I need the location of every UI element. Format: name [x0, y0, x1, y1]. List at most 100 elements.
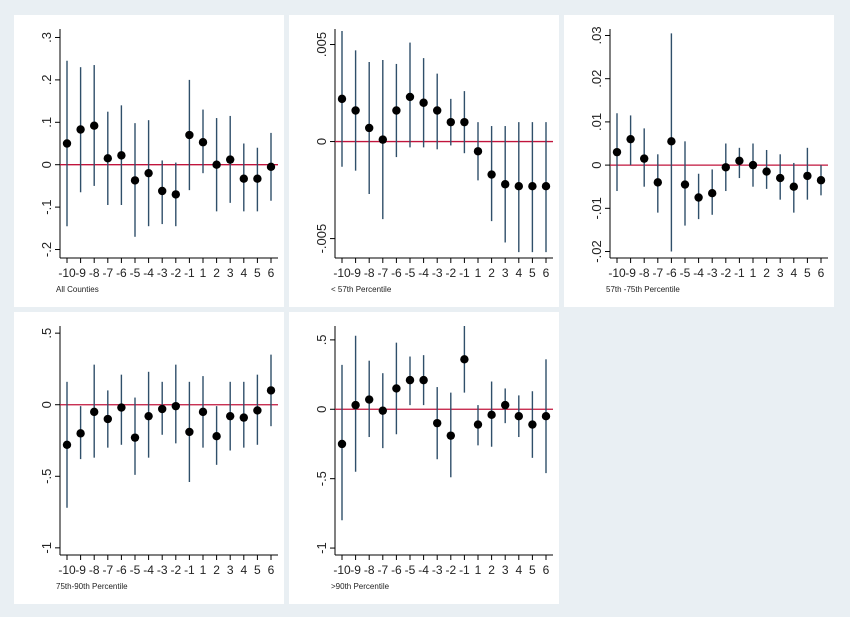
x-tick-label: 4: [240, 563, 247, 577]
x-tick-label: 1: [750, 266, 757, 280]
x-tick-label: -3: [432, 266, 443, 280]
x-tick-label: -3: [432, 563, 443, 577]
y-tick-label: 0: [589, 161, 604, 168]
x-tick-label: -5: [130, 266, 141, 280]
y-tick-label: -.5: [39, 469, 54, 484]
y-tick-label: -.1: [39, 200, 54, 215]
y-tick-label: -.5: [314, 471, 329, 486]
y-tick-label: -1: [314, 542, 329, 554]
point-estimate: [337, 94, 347, 104]
x-tick-label: -2: [445, 563, 456, 577]
point-estimate: [721, 163, 730, 172]
point-estimate: [514, 181, 523, 191]
point-estimate: [185, 130, 194, 140]
x-tick-label: -7: [377, 266, 388, 280]
point-estimate: [130, 433, 140, 442]
panel-caption: 75th-90th Percentile: [56, 582, 128, 591]
x-tick-label: -6: [116, 563, 127, 577]
point-estimate: [378, 406, 387, 415]
x-tick-label: 3: [502, 266, 509, 280]
x-tick-label: -4: [143, 266, 154, 280]
x-tick-label: 4: [515, 563, 522, 577]
x-tick-label: -10: [333, 563, 351, 577]
point-estimate: [612, 147, 622, 157]
x-tick-label: 6: [543, 563, 550, 577]
x-tick-label: -7: [652, 266, 663, 280]
x-tick-label: 6: [818, 266, 825, 280]
chart-panel-57th-75th: -.02 -.01 0 .01 .02 .03 -10 -9 -8 -7 -6 -5 -4 -3 -2 -1 1…: [564, 15, 834, 307]
x-tick-label: 3: [777, 266, 784, 280]
x-tick-label: -5: [405, 563, 416, 577]
x-tick-label: -8: [89, 266, 100, 280]
x-tick-label: -2: [445, 266, 456, 280]
x-tick-label: -10: [608, 266, 626, 280]
y-tick-label: 0: [39, 401, 54, 408]
point-estimate: [171, 190, 180, 199]
x-tick-label: 1: [475, 563, 482, 577]
chart-panel-75th-90th: -1 -.5 0.5 -10 -9 -8 -7 -6 -5 -4 -3 -2 -1 1 2 3 4 5 6 75th-…: [14, 312, 284, 604]
y-tick-label: 0: [39, 161, 54, 168]
y-tick-label: .5: [314, 334, 329, 345]
point-estimate: [226, 155, 235, 164]
y-tick-label: .02: [589, 70, 604, 88]
point-estimate: [433, 418, 442, 428]
point-estimate: [708, 188, 717, 198]
point-estimate: [171, 401, 180, 411]
x-tick-label: -7: [102, 266, 113, 280]
x-tick-label: 2: [488, 266, 495, 280]
x-tick-label: -5: [130, 563, 141, 577]
point-estimate: [90, 407, 99, 417]
point-estimate: [776, 173, 785, 183]
y-tick-label: .3: [39, 32, 54, 43]
panel-caption: 57th -75th Percentile: [606, 285, 680, 294]
x-tick-label: -7: [377, 563, 388, 577]
x-tick-label: -9: [350, 266, 361, 280]
point-estimate: [501, 400, 510, 410]
point-estimate: [541, 412, 551, 421]
y-tick-label: 0: [314, 406, 329, 413]
x-tick-label: -9: [75, 563, 86, 577]
point-estimate: [667, 137, 676, 146]
x-tick-label: 2: [763, 266, 770, 280]
point-estimate: [680, 180, 690, 189]
point-estimate: [117, 403, 126, 412]
x-tick-label: -9: [350, 563, 361, 577]
x-tick-label: -10: [333, 266, 351, 280]
x-tick-label: -3: [157, 266, 168, 280]
x-tick-label: -1: [459, 563, 470, 577]
x-tick-label: -1: [734, 266, 745, 280]
y-tick-label: .03: [589, 26, 604, 44]
x-tick-label: 3: [502, 563, 509, 577]
point-estimate: [816, 176, 826, 185]
point-estimate: [144, 411, 153, 421]
point-estimate: [90, 121, 99, 130]
point-estimate: [212, 432, 221, 441]
point-estimate: [392, 384, 401, 393]
point-estimate: [487, 170, 496, 179]
chart-panel-all-counties: -.2 -.1 0 .1 .2 .3 -10 -9 -8 -7 -6 -5 -4 -3 -2 -1 1 2 3 4 5 6…: [14, 15, 284, 307]
point-estimate: [365, 395, 374, 404]
x-tick-label: 5: [254, 266, 261, 280]
point-estimate: [351, 106, 360, 115]
x-tick-label: -1: [459, 266, 470, 280]
point-estimate: [473, 420, 483, 429]
y-tick-label: .1: [39, 117, 54, 128]
point-estimate: [266, 386, 276, 395]
point-estimate: [762, 167, 771, 176]
point-estimate: [460, 117, 469, 127]
point-estimate: [198, 407, 208, 417]
point-estimate: [748, 160, 758, 170]
x-tick-label: -9: [625, 266, 636, 280]
point-estimate: [501, 180, 510, 189]
x-tick-label: -1: [184, 563, 195, 577]
point-estimate: [528, 181, 537, 191]
x-tick-label: -8: [89, 563, 100, 577]
x-tick-label: 1: [475, 266, 482, 280]
x-tick-label: 3: [227, 563, 234, 577]
x-tick-label: -4: [418, 563, 429, 577]
x-tick-label: -3: [157, 563, 168, 577]
x-tick-label: -8: [639, 266, 650, 280]
point-estimate: [198, 138, 208, 147]
x-tick-label: 3: [227, 266, 234, 280]
y-tick-label: -.005: [314, 224, 329, 254]
